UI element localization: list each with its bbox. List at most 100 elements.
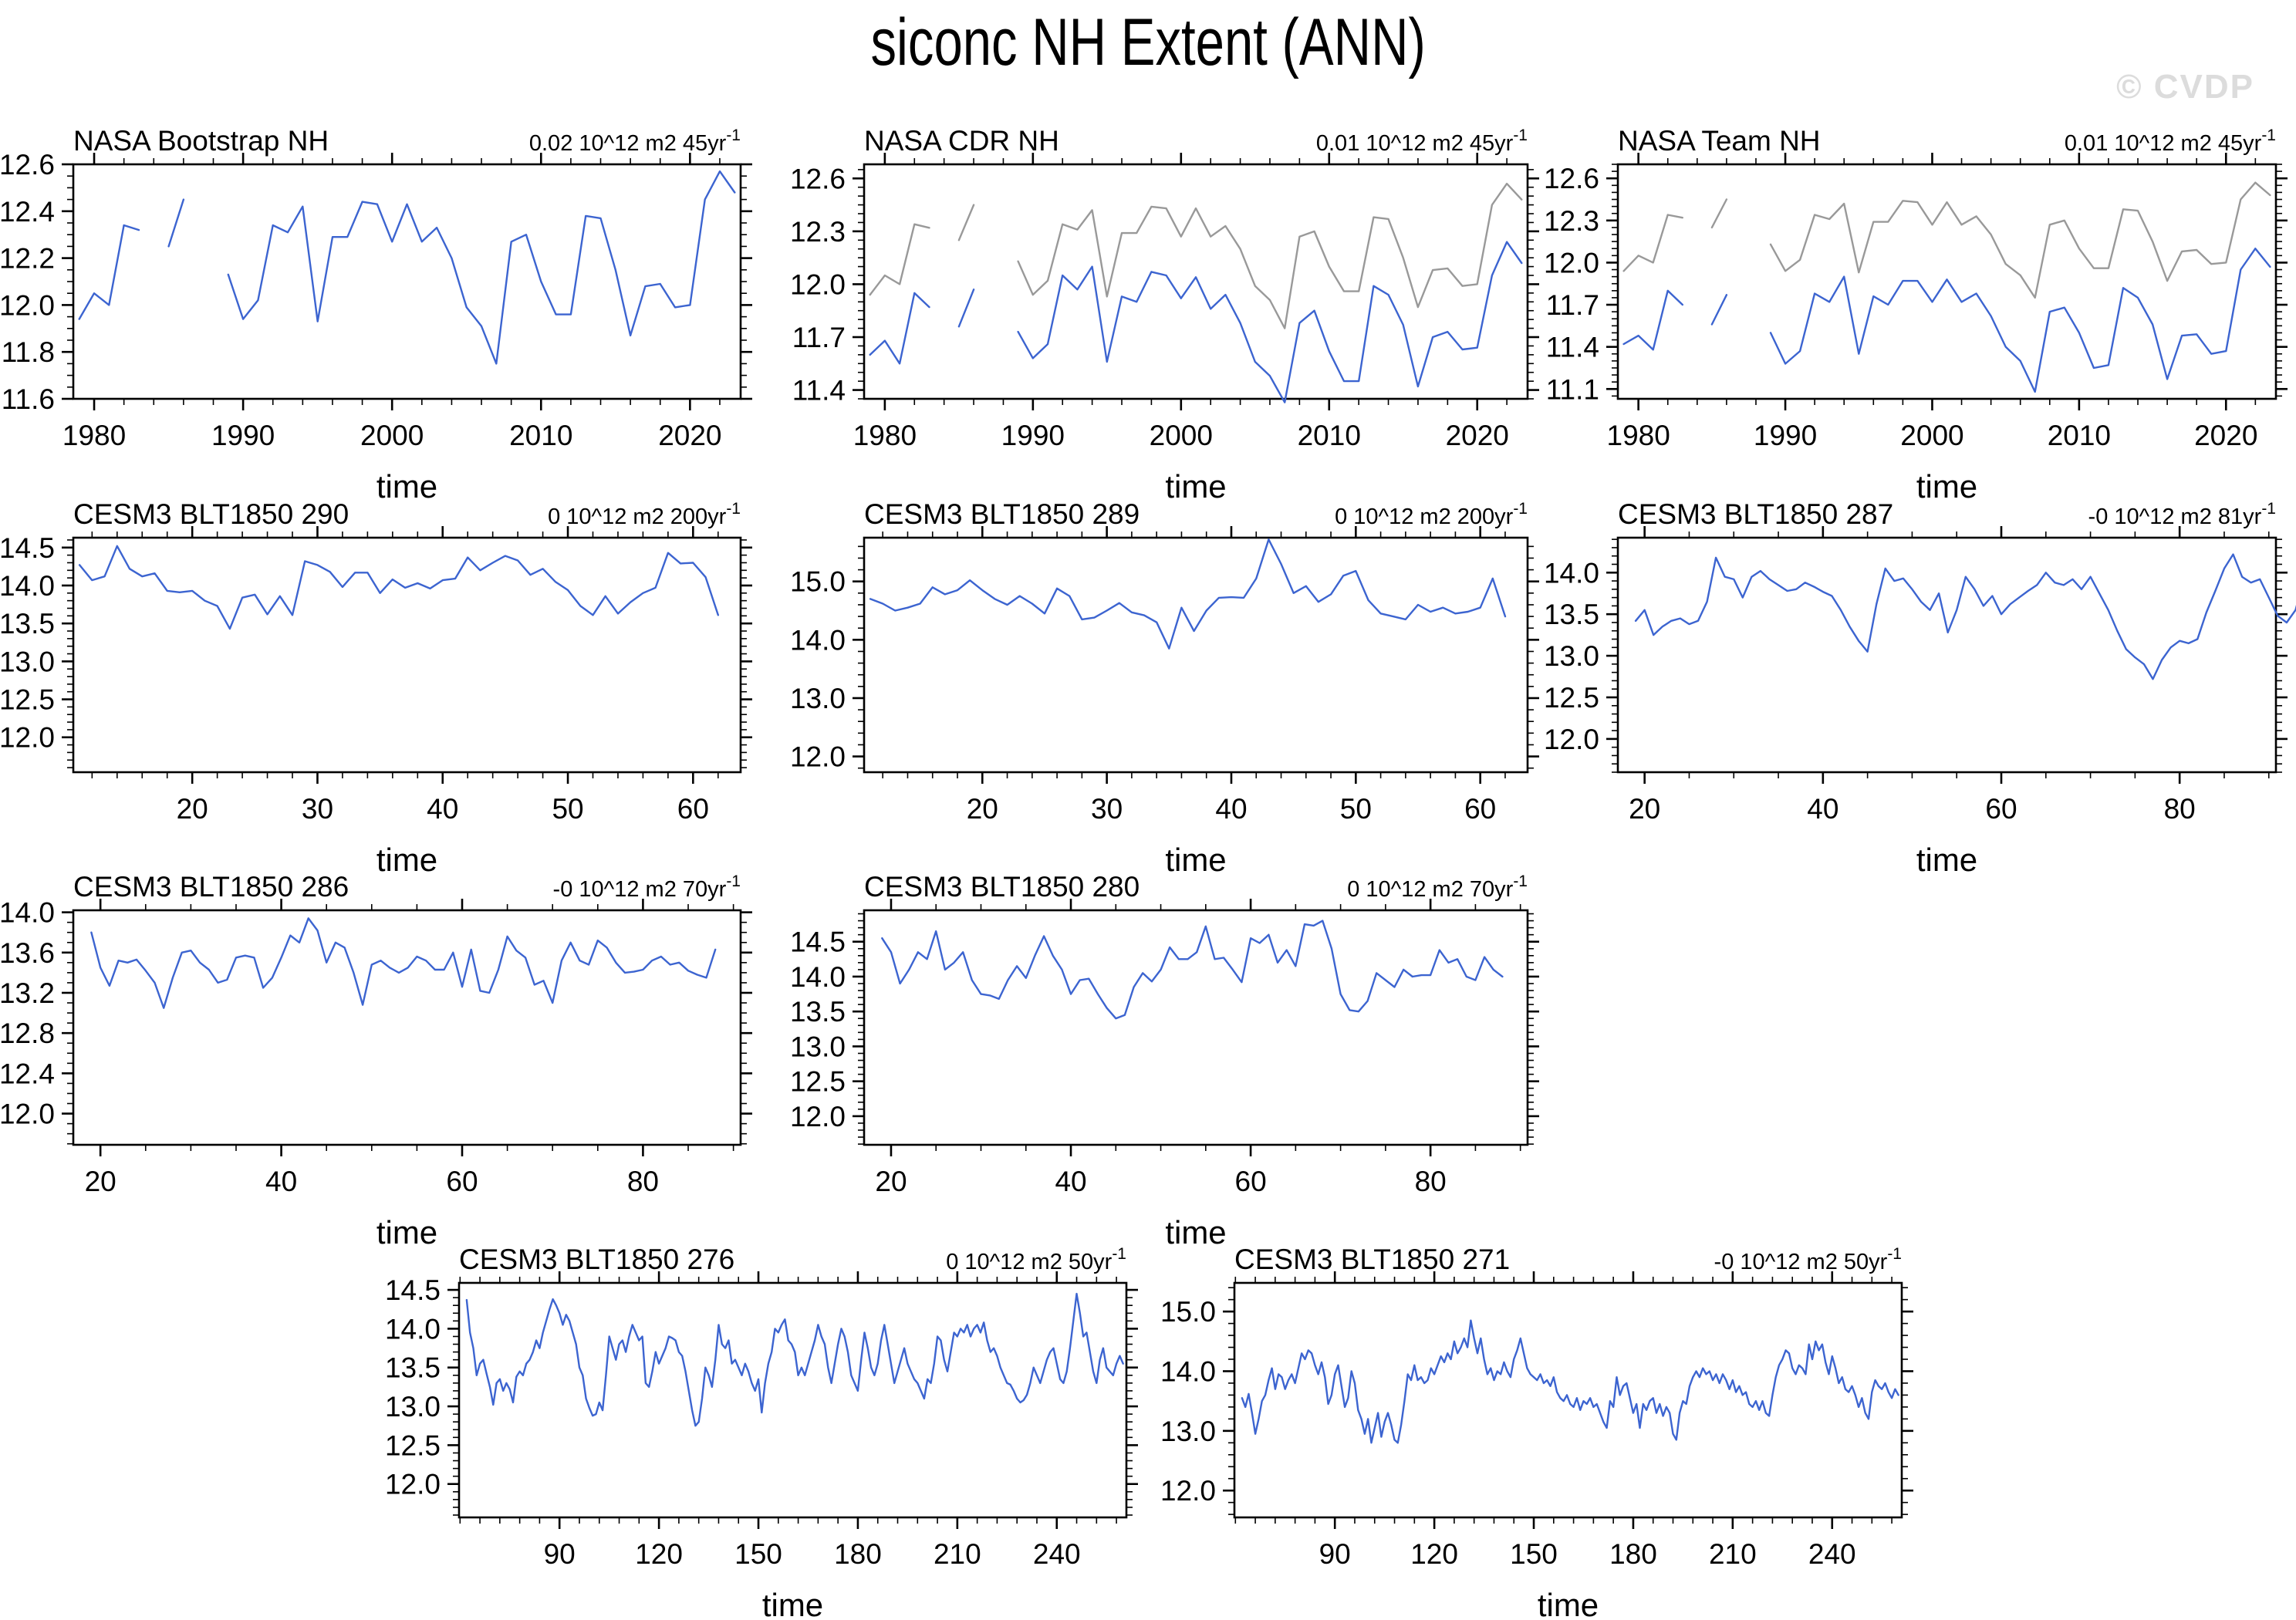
x-tick-label: 2020: [1446, 420, 1509, 451]
plot-frame: [1233, 1281, 1903, 1519]
y-tick-label: 14.5: [0, 532, 55, 564]
series-cesm3-blt1850-280: [881, 920, 1504, 1020]
x-tick-label: 2020: [658, 420, 721, 451]
x-tick-label: 1990: [1754, 420, 1817, 451]
x-tick-label: 20: [85, 1166, 116, 1197]
panel-cesm3-blt1850-287: 20 40 60 80 12.0 12.5 13.0 13.5 14.0 CESM3 BLT185…: [1544, 498, 2296, 878]
trend-annotation: 0.01 10^12 m2 45yr-1: [2065, 127, 2276, 156]
y-tick-label: 12.3: [790, 216, 846, 248]
y-tick-label: 12.0: [1544, 247, 1599, 278]
x-tick-label: 20: [177, 793, 208, 825]
x-tick-label: 80: [627, 1166, 659, 1197]
series-cesm3-blt1850-287: [1634, 553, 2296, 680]
panel-title: CESM3 BLT1850 280: [864, 871, 1140, 903]
plot-frame: [1616, 536, 2277, 774]
y-tick-label: 11.8: [2, 336, 55, 368]
x-tick-label: 150: [734, 1538, 782, 1570]
y-tick-label: 13.0: [1160, 1416, 1216, 1447]
series-nasa-team: [1622, 248, 2271, 393]
y-tick-label: 12.0: [0, 722, 55, 754]
x-tick-label: 30: [1091, 793, 1123, 825]
y-tick-label: 12.6: [1544, 163, 1599, 194]
y-tick-label: 12.5: [790, 1066, 846, 1098]
trend-annotation: 0.02 10^12 m2 45yr-1: [529, 127, 741, 156]
plot-frame: [72, 163, 742, 400]
panel-title: CESM3 BLT1850 286: [73, 871, 349, 903]
x-tick-label: 60: [677, 793, 709, 825]
series-cesm3-blt1850-286: [90, 917, 717, 1009]
y-tick-label: 12.0: [0, 1099, 55, 1130]
y-tick-label: 14.5: [385, 1274, 441, 1306]
x-tick-label: 20: [875, 1166, 907, 1197]
series-nasa-bootstrap-reference: [1622, 181, 2271, 299]
x-axis-label: time: [376, 1214, 437, 1250]
y-tick-label: 12.0: [790, 268, 846, 300]
plot-frame: [72, 909, 742, 1146]
x-tick-label: 80: [1415, 1166, 1447, 1197]
series-cesm3-blt1850-276: [465, 1292, 1124, 1427]
plot-frame: [863, 163, 1529, 400]
x-tick-label: 210: [1709, 1538, 1757, 1570]
x-axis-label: time: [1916, 468, 1977, 505]
y-tick-label: 12.5: [0, 684, 55, 716]
x-axis-label: time: [376, 468, 437, 505]
y-tick-label: 13.5: [0, 608, 55, 640]
x-tick-label: 180: [834, 1538, 882, 1570]
x-tick-label: 1980: [853, 420, 917, 451]
plot-frame: [458, 1281, 1128, 1519]
y-tick-label: 11.7: [1546, 289, 1599, 321]
x-tick-label: 20: [1629, 793, 1660, 825]
y-tick-label: 13.5: [385, 1352, 441, 1384]
x-tick-label: 150: [1510, 1538, 1558, 1570]
x-tick-label: 120: [1410, 1538, 1458, 1570]
page-title: siconc NH Extent (ANN): [0, 5, 2296, 81]
y-tick-label: 13.0: [790, 1031, 846, 1062]
panel-cesm3-blt1850-276: 90 120 150 180 210 240 12.0 12.5 13.0 13.5 14.0 14.…: [385, 1244, 1138, 1620]
x-tick-label: 1990: [1001, 420, 1065, 451]
x-axis-label: time: [1916, 842, 1977, 878]
panel-title: NASA CDR NH: [864, 125, 1059, 157]
x-tick-label: 50: [1340, 793, 1372, 825]
series-cesm3-blt1850-290: [78, 545, 719, 630]
x-tick-label: 240: [1033, 1538, 1081, 1570]
y-tick-label: 12.4: [0, 196, 55, 228]
x-tick-label: 2000: [1150, 420, 1213, 451]
x-axis-label: time: [376, 842, 437, 878]
x-tick-label: 2010: [2048, 420, 2111, 451]
x-tick-label: 1980: [1607, 420, 1670, 451]
y-tick-label: 12.5: [1544, 682, 1599, 714]
trend-annotation: 0 10^12 m2 70yr-1: [1347, 872, 1528, 902]
x-tick-label: 2010: [1298, 420, 1361, 451]
x-tick-label: 40: [265, 1166, 297, 1197]
x-tick-label: 90: [544, 1538, 576, 1570]
y-tick-label: 12.6: [790, 163, 846, 194]
x-axis-label: time: [1165, 842, 1226, 878]
x-tick-label: 40: [1807, 793, 1838, 825]
x-tick-label: 20: [967, 793, 998, 825]
x-tick-label: 210: [934, 1538, 981, 1570]
y-tick-label: 13.0: [790, 683, 846, 714]
y-tick-label: 12.0: [790, 741, 846, 773]
x-tick-label: 60: [1985, 793, 2017, 825]
x-axis-label: time: [1165, 1214, 1226, 1250]
x-tick-label: 60: [1464, 793, 1496, 825]
x-tick-label: 2010: [509, 420, 572, 451]
trend-annotation: 0 10^12 m2 200yr-1: [1335, 500, 1528, 529]
y-tick-label: 14.0: [0, 897, 55, 929]
plot-frame: [863, 909, 1529, 1146]
x-tick-label: 2000: [1900, 420, 1963, 451]
y-tick-label: 15.0: [1160, 1296, 1216, 1328]
y-tick-label: 11.4: [792, 375, 846, 407]
y-tick-label: 12.5: [385, 1429, 441, 1461]
y-tick-label: 12.0: [385, 1469, 441, 1500]
panel-nasa-bootstrap-nh: 1980 1990 2000 2010 2020 11.6 11.8 12.0 12.2 12.4…: [0, 125, 752, 505]
trend-annotation: 0 10^12 m2 200yr-1: [548, 500, 741, 529]
y-tick-label: 13.5: [1544, 599, 1599, 630]
y-tick-label: 14.5: [790, 926, 846, 958]
y-tick-label: 13.0: [1544, 640, 1599, 672]
x-tick-label: 40: [1215, 793, 1247, 825]
panel-cesm3-blt1850-289: 20 30 40 50 60 12.0 13.0 14.0 15.0 CESM3 BLT1850 …: [790, 498, 1539, 878]
x-axis-label: time: [1165, 468, 1226, 505]
